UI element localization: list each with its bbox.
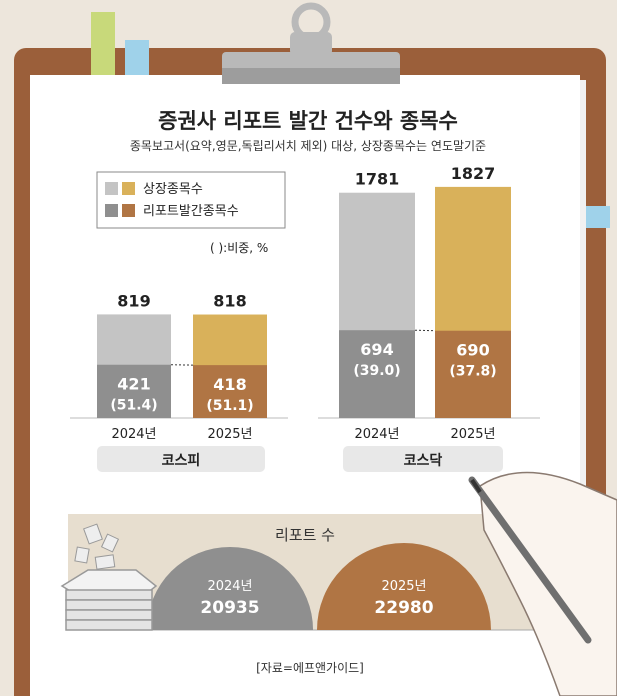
legend-label-report: 리포트발간종목수 [143,204,239,219]
label-kosdaq-2024-report: 694 [360,340,393,359]
bar-kosdaq-2025-report [435,330,511,418]
bar-kospi-2024-report [97,364,171,418]
chart-subtitle: 종목보고서(요약,영문,독립리서치 제외) 대상, 상장종목수는 연도말기준 [130,138,486,153]
clip-shadow [222,68,400,84]
tick-kosdaq-2024: 2024년 [354,427,399,442]
semicircle-2025 [317,543,491,630]
label-kosdaq-2025-listed: 1827 [451,164,496,183]
kosdaq-connector [414,329,436,332]
sticky-tab-blue [125,40,149,76]
share-kosdaq-2025: (37.8) [449,364,496,380]
tick-kosdaq-2025: 2025년 [450,427,495,442]
share-note: ( ):비중, % [210,241,268,255]
semicircle-2025-value: 22980 [374,598,433,618]
share-kosdaq-2024: (39.0) [353,363,400,379]
tick-kospi-2024: 2024년 [111,427,156,442]
report-count-title: 리포트 수 [275,526,335,544]
legend-swatch-report-2024 [105,204,118,217]
paper-edge [580,80,586,696]
legend-box [96,171,286,229]
share-kospi-2025: (51.1) [206,398,253,414]
legend-label-listed: 상장종목수 [143,182,203,197]
share-kospi-2024: (51.4) [110,398,157,414]
kosdaq-group-box [343,446,503,472]
legend-swatch-report-2025 [122,204,135,217]
bar-kospi-2025-report [193,365,267,418]
legend-swatch-listed-2024 [105,182,118,195]
semicircle-2024-year: 2024년 [207,579,252,594]
hand-pen-illustration [468,471,617,696]
semicircle-2025-year: 2025년 [381,579,426,594]
label-kospi-2025-report: 418 [213,375,246,394]
label-kosdaq-2025-report: 690 [456,341,489,360]
clip-neck [290,32,332,56]
kosdaq-group-label: 코스닥 [404,452,443,469]
kospi-group-box [97,446,265,472]
source-note: [자료=에프앤가이드] [256,661,364,675]
label-kospi-2024-listed: 819 [117,291,150,310]
semicircle-2024 [146,546,314,630]
kospi-group-label: 코스피 [162,453,201,469]
semicircle-2024-value: 20935 [200,598,259,618]
label-kosdaq-2024-listed: 1781 [355,170,400,189]
label-kospi-2025-listed: 818 [213,292,246,311]
label-kospi-2024-report: 421 [117,375,150,394]
chart-title: 증권사 리포트 발간 건수와 종목수 [158,109,458,133]
bar-kosdaq-2024-report [339,330,415,418]
legend-swatch-listed-2025 [122,182,135,195]
sticky-tab-green [91,12,115,76]
tick-kospi-2025: 2025년 [207,427,252,442]
shredder-illustration [60,523,158,631]
